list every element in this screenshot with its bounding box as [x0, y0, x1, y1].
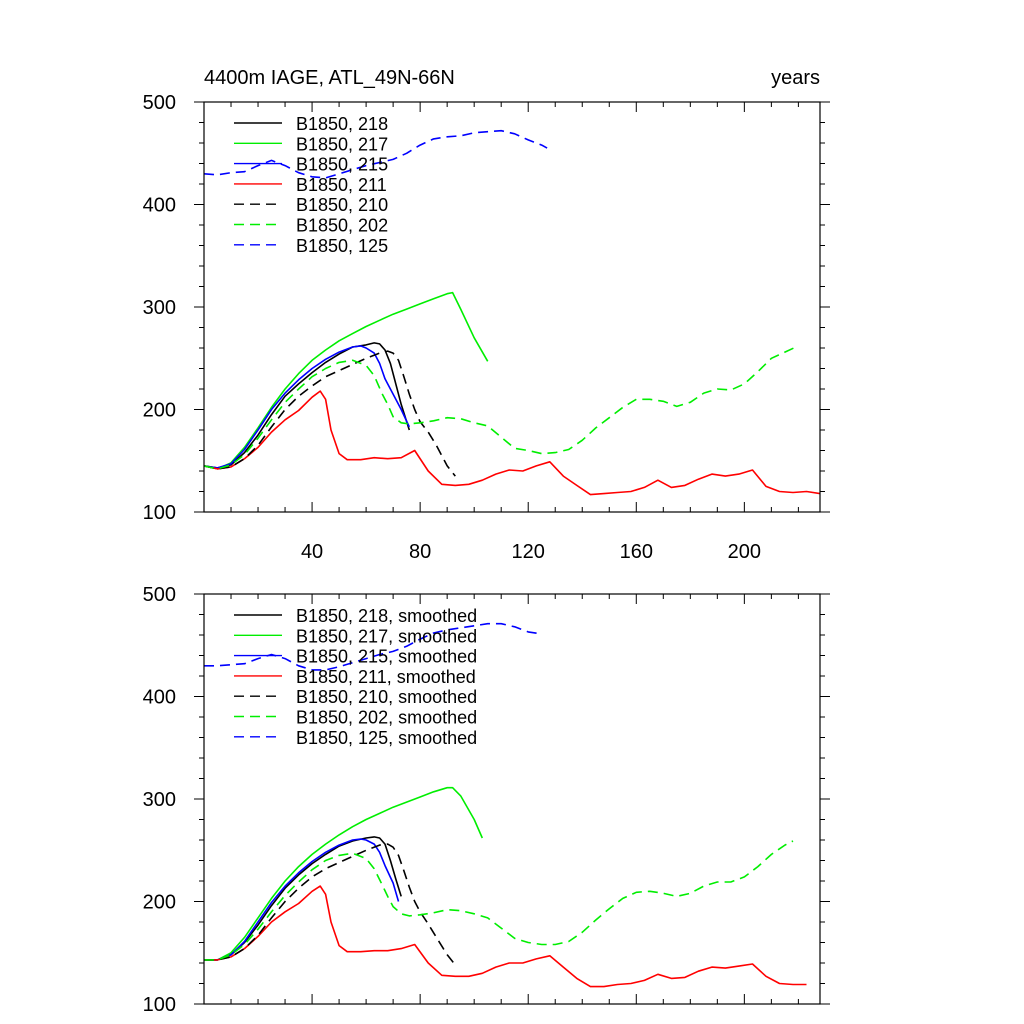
series-line-3 — [204, 345, 411, 469]
series-line-4 — [204, 885, 807, 988]
series-lines — [204, 622, 807, 988]
y-tick-label: 100 — [143, 502, 176, 524]
series-line-7 — [204, 129, 548, 179]
plot-frame — [203, 593, 821, 1005]
x-tick-label: 120 — [512, 541, 545, 563]
legend-label: B1850, 210, smoothed — [296, 687, 477, 707]
series-lines — [204, 129, 820, 496]
plot-frame — [203, 101, 821, 513]
x-tick-label: 80 — [409, 541, 431, 563]
legend-label: B1850, 202, smoothed — [296, 708, 477, 728]
y-tick-label: 300 — [143, 297, 176, 319]
series-line-3 — [204, 838, 400, 961]
tick-marks — [194, 101, 830, 513]
x-tick-label: 40 — [301, 541, 323, 563]
chart-units-label: years — [771, 67, 820, 89]
series-line-5 — [204, 350, 456, 477]
legend-label: B1850, 125, smoothed — [296, 728, 477, 748]
y-tick-label: 200 — [143, 892, 176, 914]
y-tick-label: 500 — [143, 92, 176, 114]
series-line-2 — [204, 786, 484, 961]
chart-panel-1: 4400m IAGE, ATL_49N-66N years 100 200 300 400… — [143, 67, 830, 563]
series-line-4 — [204, 390, 820, 496]
legend-label: B1850, 218, smoothed — [296, 606, 477, 626]
legend-label: B1850, 211, smoothed — [296, 667, 476, 687]
series-line-1 — [204, 342, 411, 469]
series-line-6 — [204, 840, 794, 961]
y-tick-label: 100 — [143, 994, 176, 1016]
legend-label: B1850, 217 — [296, 134, 388, 154]
series-line-1 — [204, 836, 402, 961]
legend-label: B1850, 211 — [296, 175, 387, 195]
legend-label: B1850, 217, smoothed — [296, 626, 477, 646]
y-tick-label: 400 — [143, 687, 176, 709]
legend-label: B1850, 125 — [296, 236, 388, 256]
legend-label: B1850, 210 — [296, 195, 388, 215]
x-tick-label: 200 — [728, 541, 761, 563]
chart-title: 4400m IAGE, ATL_49N-66N — [204, 67, 455, 89]
x-tick-label: 160 — [620, 541, 653, 563]
y-tick-label: 400 — [143, 195, 176, 217]
legend-label: B1850, 215 — [296, 155, 388, 175]
legend-label: B1850, 218 — [296, 114, 388, 134]
series-line-2 — [204, 291, 489, 470]
y-tick-label: 300 — [143, 789, 176, 811]
legend-label: B1850, 202 — [296, 216, 388, 236]
legend-label: B1850, 215, smoothed — [296, 647, 477, 667]
series-line-7 — [204, 622, 542, 671]
y-tick-label: 500 — [143, 584, 176, 606]
y-tick-label: 200 — [143, 400, 176, 422]
series-line-6 — [204, 345, 799, 470]
tick-marks — [194, 593, 830, 1005]
